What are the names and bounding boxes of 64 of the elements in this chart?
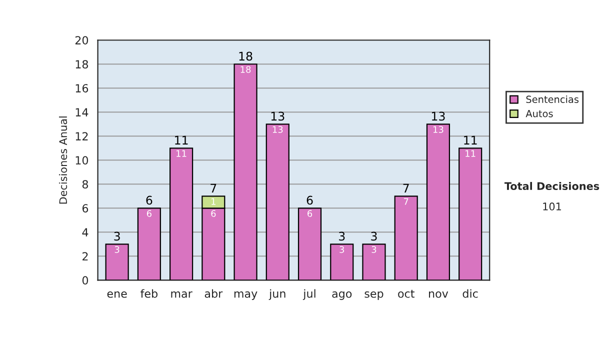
bar	[298, 208, 322, 280]
bar	[105, 244, 129, 280]
data-label: 18	[240, 66, 251, 73]
bar	[394, 196, 418, 280]
y-tick-label: 16	[76, 84, 88, 93]
data-label: 13	[272, 126, 283, 133]
y-tick-label: 6	[82, 204, 88, 213]
y-tick-label: 8	[82, 180, 88, 189]
x-tick-label: dic	[462, 289, 478, 298]
bar	[330, 244, 354, 280]
bar	[137, 208, 161, 280]
data-label: 6	[308, 210, 312, 217]
text: 101	[543, 202, 561, 210]
x-tick-label: jul	[302, 289, 316, 300]
total-label: 7	[210, 184, 216, 192]
total-label: 13	[432, 112, 445, 121]
y-tick-label: 0	[82, 276, 88, 285]
y-tick-label: 4	[82, 228, 88, 236]
data-label: 11	[176, 150, 186, 157]
bar	[426, 124, 450, 280]
text: Total Decisiones	[504, 182, 600, 190]
total-label: 6	[306, 196, 313, 205]
x-tick-label: abr	[204, 289, 223, 298]
data-label: 1	[212, 198, 216, 205]
total-label: 11	[464, 136, 477, 144]
data-label: 6	[211, 210, 216, 217]
x-tick-label: feb	[140, 289, 158, 298]
y-axis-title: Decisiones Anual	[58, 116, 68, 204]
data-label: 7	[404, 198, 408, 205]
bar	[362, 244, 386, 280]
y-tick-label: 12	[76, 132, 88, 140]
bar	[266, 124, 290, 280]
total-label: 11	[175, 136, 188, 144]
bar	[170, 148, 194, 280]
bar	[458, 148, 482, 280]
y-tick-label: 20	[75, 36, 88, 44]
x-tick-label: mar	[171, 291, 192, 298]
total-label: 3	[339, 232, 345, 241]
legend-label: Autos	[526, 110, 553, 118]
x-tick-label: nov	[429, 291, 448, 298]
y-tick-label: 2	[82, 252, 88, 260]
total-label: 3	[371, 232, 377, 241]
data-label: 3	[114, 246, 120, 253]
x-tick-label: ene	[107, 291, 127, 298]
total-label: 7	[403, 184, 409, 192]
total-label: 3	[114, 232, 120, 241]
data-label: 3	[340, 246, 344, 253]
data-label: 6	[146, 210, 152, 217]
data-label: 13	[433, 126, 444, 133]
y-tick-label: 18	[76, 60, 88, 69]
x-tick-label: jun	[268, 289, 286, 300]
y-tick-label: 14	[76, 108, 88, 116]
total-label: 18	[239, 52, 252, 61]
x-tick-label: oct	[398, 290, 414, 298]
bar	[234, 64, 258, 280]
data-label: 11	[466, 150, 476, 157]
x-tick-label: ago	[332, 291, 352, 300]
x-tick-label: sep	[364, 291, 384, 300]
total-label: 13	[271, 112, 284, 121]
legend-label: Sentencias	[526, 95, 579, 104]
x-tick-label: may	[234, 291, 258, 300]
data-label: 3	[372, 246, 376, 253]
y-tick-label: 10	[76, 156, 88, 165]
total-label: 6	[146, 196, 152, 205]
